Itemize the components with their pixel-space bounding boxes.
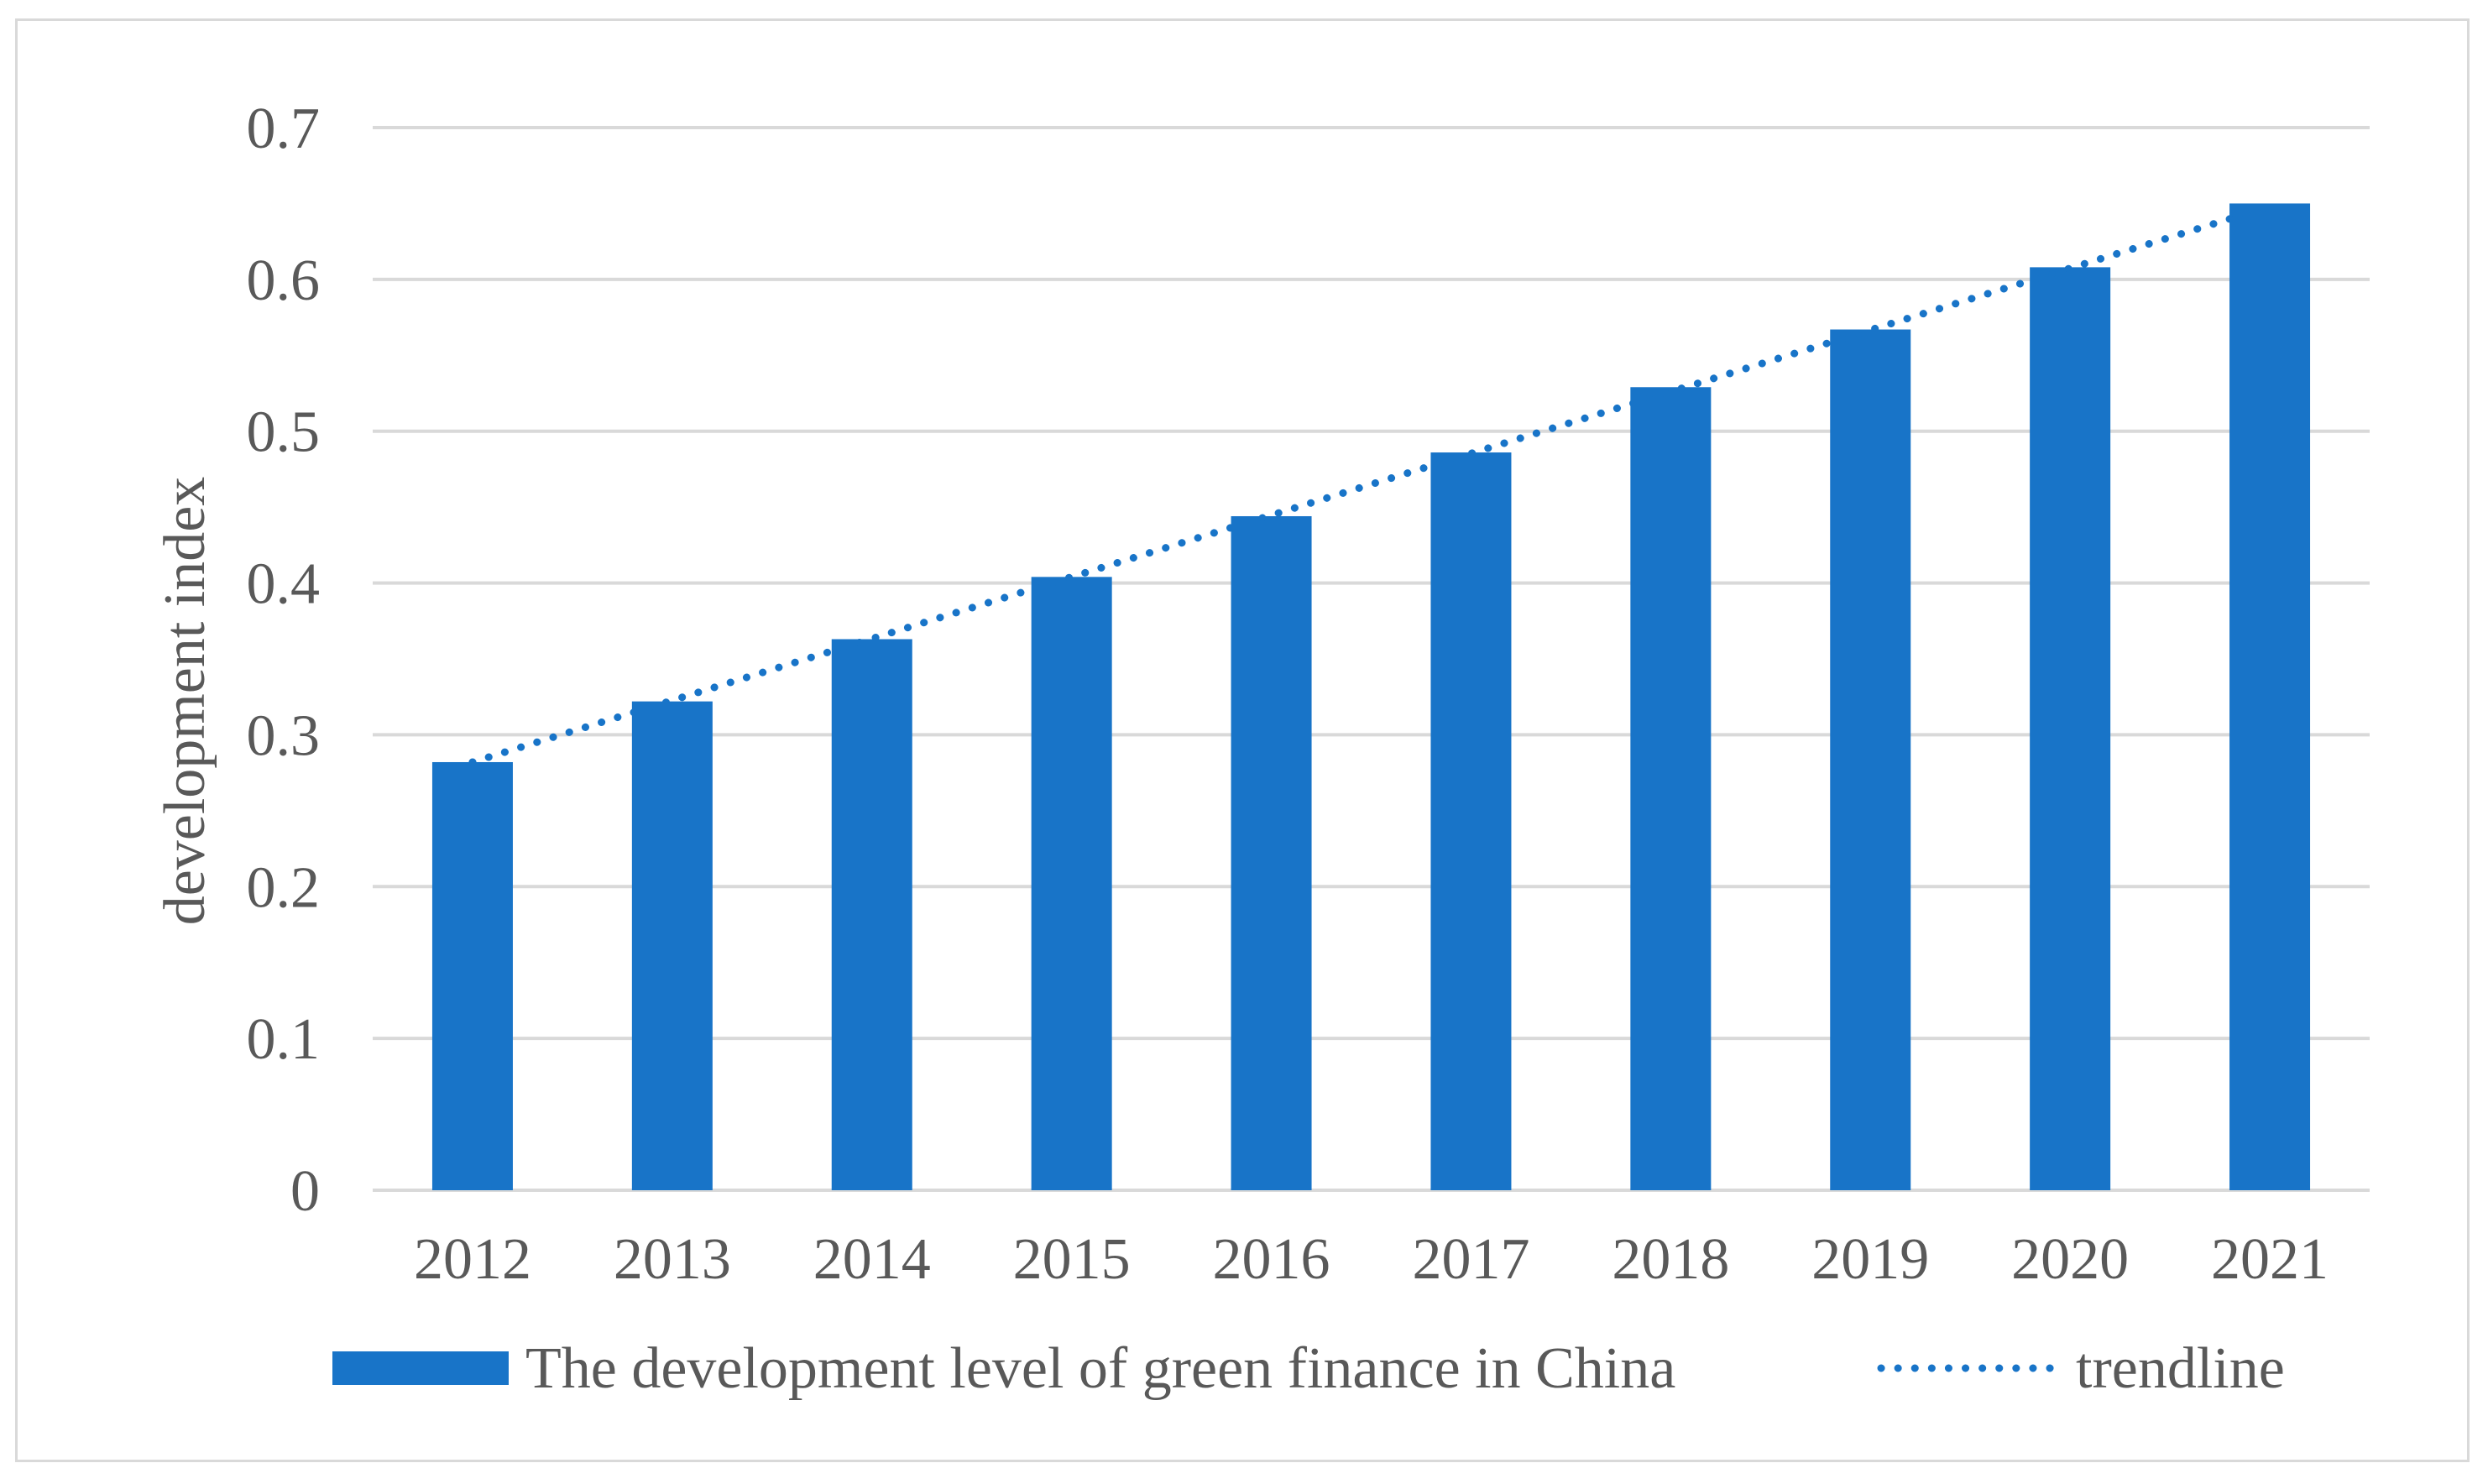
y-tick-label: 0.1 <box>247 1007 321 1072</box>
bar-2020 <box>2030 267 2111 1191</box>
x-tick-label: 2012 <box>414 1227 531 1292</box>
bar-2021 <box>2229 203 2311 1190</box>
y-tick-label: 0.5 <box>247 400 321 465</box>
legend-trendline-label: trendline <box>2076 1336 2285 1401</box>
y-tick-label: 0.4 <box>247 552 321 617</box>
y-tick-label: 0.3 <box>247 703 321 768</box>
bar-2015 <box>1031 577 1112 1190</box>
x-tick-label: 2021 <box>2211 1227 2329 1292</box>
bar-2019 <box>1830 329 1911 1190</box>
x-tick-label: 2014 <box>813 1227 931 1292</box>
y-tick-label: 0.2 <box>247 855 321 920</box>
x-tick-label: 2019 <box>1811 1227 1929 1292</box>
x-tick-label: 2017 <box>1412 1227 1529 1292</box>
bar-2012 <box>431 761 513 1190</box>
y-tick-label: 0.7 <box>247 97 321 161</box>
trendline <box>468 202 2274 766</box>
bars <box>431 203 2311 1191</box>
bar-2014 <box>831 639 912 1190</box>
trendline-layer <box>468 202 2274 766</box>
y-tick-label: 0 <box>290 1159 320 1224</box>
legend-bar-label: The development level of green finance i… <box>525 1336 1675 1401</box>
bar-2018 <box>1630 387 1712 1190</box>
bar-2013 <box>631 701 713 1190</box>
y-tick-labels: 0 0.1 0.2 0.3 0.4 0.5 0.6 0.7 <box>247 97 321 1224</box>
x-tick-labels: 2012 2013 2014 2015 2016 2017 2018 2019 2020 2021 <box>414 1227 2329 1292</box>
x-tick-label: 2016 <box>1213 1227 1330 1292</box>
y-tick-label: 0.6 <box>247 248 321 313</box>
bar-chart: 00.10.20.30.40.50.60.7 2012 2013 2014 2015 2… <box>153 97 2370 1401</box>
chart-frame: 0 0.1 0.2 0.3 0.4 0.5 0.6 0.7 2012 2013 2014 2015 2… <box>15 18 2470 1462</box>
legend: The development level of green finance i… <box>332 1336 2285 1401</box>
bar-2016 <box>1231 515 1312 1190</box>
x-tick-label: 2013 <box>614 1227 731 1292</box>
x-tick-label: 2018 <box>1612 1227 1729 1292</box>
x-tick-label: 2015 <box>1013 1227 1131 1292</box>
legend-bar-swatch <box>332 1351 509 1385</box>
bar-2017 <box>1430 452 1512 1190</box>
y-axis-title: development index <box>153 477 217 926</box>
x-tick-label: 2020 <box>2011 1227 2129 1292</box>
